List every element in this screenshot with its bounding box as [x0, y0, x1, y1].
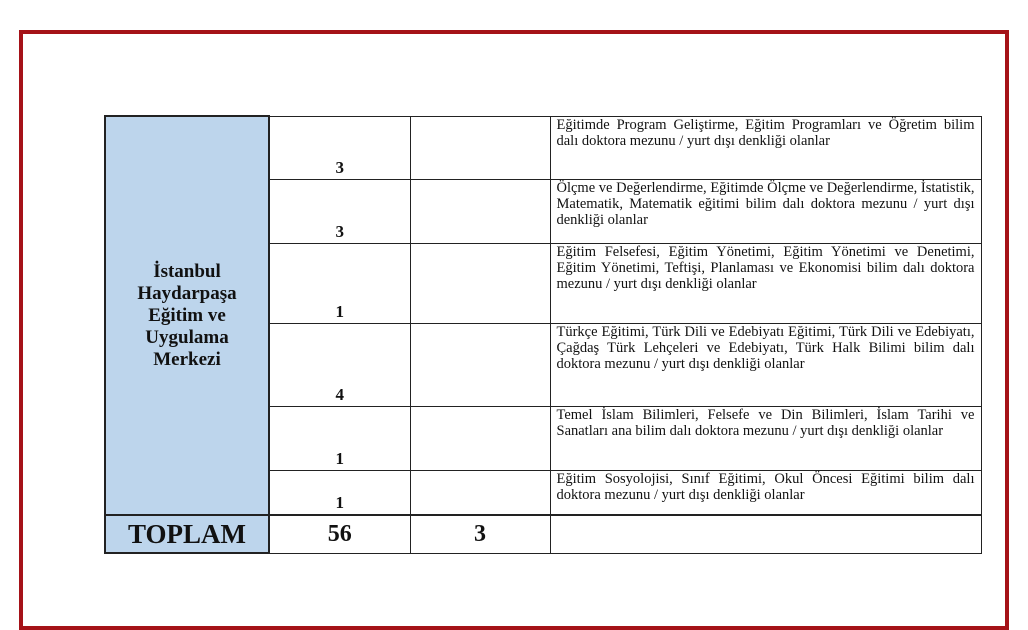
unit-name-cell: İstanbul Haydarpaşa Eğitim ve Uygulama M… — [104, 115, 270, 516]
table-row: İstanbul Haydarpaşa Eğitim ve Uygulama M… — [104, 115, 982, 516]
count-cell: 1 — [268, 469, 411, 516]
total-label: TOPLAM — [104, 514, 270, 554]
extra-cell — [409, 322, 551, 407]
positions-table: İstanbul Haydarpaşa Eğitim ve Uygulama M… — [104, 115, 982, 554]
table-row: 1 Eğitim Sosyolojisi, Sınıf Eğitimi, Oku… — [105, 469, 982, 516]
extra-cell — [409, 115, 551, 180]
extra-cell — [409, 242, 551, 324]
description-cell: Eğitimde Program Geliştirme, Eğitim Prog… — [549, 115, 982, 180]
count-cell: 1 — [268, 405, 411, 471]
total-row: TOPLAM 56 3 — [104, 514, 982, 554]
table-row: 1 Eğitim Felsefesi, Eğitim Yönetimi, Eği… — [105, 242, 982, 324]
extra-cell — [409, 405, 551, 471]
count-cell: 3 — [268, 178, 411, 244]
total-description — [549, 514, 982, 554]
description-cell: Eğitim Felsefesi, Eğitim Yönetimi, Eğiti… — [549, 242, 982, 324]
total-count: 56 — [268, 514, 411, 554]
description-cell: Temel İslam Bilimleri, Felsefe ve Din Bi… — [549, 405, 982, 471]
extra-cell — [409, 178, 551, 244]
description-cell: Ölçme ve Değerlendirme, Eğitimde Ölçme v… — [549, 178, 982, 244]
description-cell: Türkçe Eğitimi, Türk Dili ve Edebiyatı E… — [549, 322, 982, 407]
total-extra: 3 — [409, 514, 551, 554]
count-cell: 3 — [268, 115, 411, 180]
description-cell: Eğitim Sosyolojisi, Sınıf Eğitimi, Okul … — [549, 469, 982, 516]
count-cell: 4 — [268, 322, 411, 407]
table-row: 1 Temel İslam Bilimleri, Felsefe ve Din … — [105, 405, 982, 471]
extra-cell — [409, 469, 551, 516]
count-cell: 1 — [268, 242, 411, 324]
